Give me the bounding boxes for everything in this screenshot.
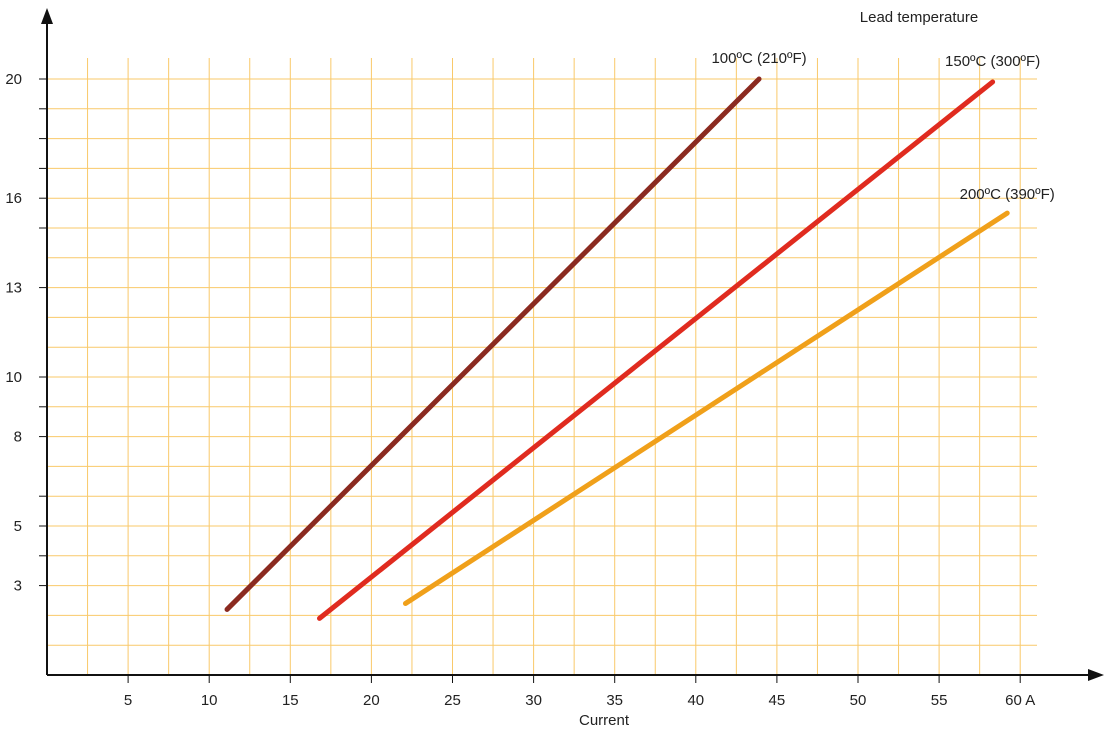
y-tick-label: 5 [14,518,22,535]
grid [47,58,1037,675]
x-tick-label: 5 [124,692,132,709]
series-line [224,76,762,612]
series-line [402,210,1010,606]
x-tick-label: 30 [525,692,542,709]
series-label: 200ºC (390ºF) [960,186,1055,203]
axes [41,8,1104,681]
y-axis-arrow [41,8,53,24]
y-tick-label: 20 [5,71,22,88]
x-tick-label: 10 [201,692,218,709]
y-tick-label: 13 [5,280,22,297]
series: 100ºC (210ºF) 150ºC (300ºF) 200ºC (390ºF) [224,50,1055,621]
legend-title: Lead temperature [860,9,978,26]
x-axis-title: Current [579,712,630,729]
x-tick-label: 45 [769,692,786,709]
series-label: 100ºC (210ºF) [711,50,806,67]
x-tick-label: 25 [444,692,461,709]
x-tick-label: 20 [363,692,380,709]
x-tick-label: 40 [687,692,704,709]
y-tick-label: 16 [5,190,22,207]
y-tick-label: 8 [14,429,22,446]
x-tick-label: 50 [850,692,867,709]
x-tick-label: 15 [282,692,299,709]
x-tick-label: 60 A [1005,692,1035,709]
series-line [316,79,996,621]
series-label: 150ºC (300ºF) [945,53,1040,70]
x-axis-arrow [1088,669,1104,681]
x-tick-label: 35 [606,692,623,709]
y-tick-label: 3 [14,578,22,595]
y-tick-label: 10 [5,369,22,386]
x-tick-label: 55 [931,692,948,709]
